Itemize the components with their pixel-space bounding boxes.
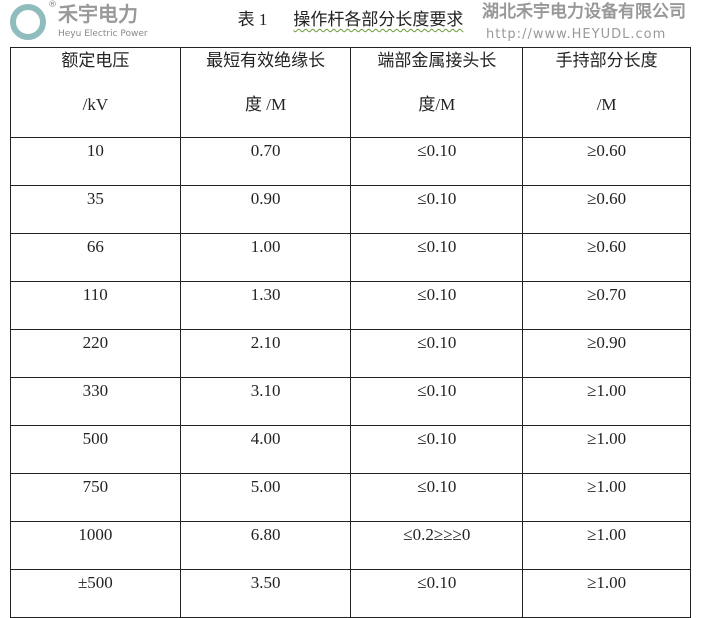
table-row: ±500 3.50 ≤0.10 ≥1.00 [10,569,691,618]
table-row: 35 0.90 ≤0.10 ≥0.60 [10,185,691,234]
cell-rated-voltage: 500 [10,425,181,474]
cell-end-metal-joint-length: ≤0.10 [350,425,524,474]
cell-rated-voltage: 66 [10,233,181,282]
table-number: 表 1 [237,10,268,29]
cell-rated-voltage: 1000 [10,521,181,570]
table-row: 10 0.70 ≤0.10 ≥0.60 [10,137,691,186]
cell-end-metal-joint-length: ≤0.10 [350,329,524,378]
cell-rated-voltage: ±500 [10,569,181,618]
cell-min-insulation-length: 1.00 [179,233,352,282]
cell-handle-length: ≥0.70 [522,281,691,330]
table-row: 220 2.10 ≤0.10 ≥0.90 [10,329,691,378]
cell-min-insulation-length: 0.70 [179,137,352,186]
cell-handle-length: ≥0.90 [522,329,691,378]
cell-handle-length: ≥1.00 [522,377,691,426]
table-row: 750 5.00 ≤0.10 ≥1.00 [10,473,691,522]
cell-end-metal-joint-length: ≤0.10 [350,281,524,330]
cell-rated-voltage: 10 [10,137,181,186]
cell-min-insulation-length: 4.00 [179,425,352,474]
cell-rated-voltage: 220 [10,329,181,378]
cell-min-insulation-length: 3.10 [179,377,352,426]
header-rated-voltage: 额定电压/kV [10,47,181,138]
cell-rated-voltage: 110 [10,281,181,330]
cell-min-insulation-length: 3.50 [179,569,352,618]
cell-handle-length: ≥0.60 [522,185,691,234]
header-handle-length: 手持部分长度/M [522,47,691,138]
cell-handle-length: ≥1.00 [522,425,691,474]
cell-end-metal-joint-length: ≤0.10 [350,185,524,234]
cell-end-metal-joint-length: ≤0.10 [350,473,524,522]
cell-handle-length: ≥0.60 [522,233,691,282]
table-row: 110 1.30 ≤0.10 ≥0.70 [10,281,691,330]
cell-handle-length: ≥0.60 [522,137,691,186]
cell-end-metal-joint-length: ≤0.10 [350,569,524,618]
cell-rated-voltage: 330 [10,377,181,426]
cell-rated-voltage: 750 [10,473,181,522]
cell-min-insulation-length: 6.80 [179,521,352,570]
cell-min-insulation-length: 1.30 [179,281,352,330]
cell-end-metal-joint-length: ≤0.2≥≥≥0 [350,521,524,570]
cell-handle-length: ≥1.00 [522,473,691,522]
table-title: 操作杆各部分长度要求 [293,10,464,29]
table-row: 66 1.00 ≤0.10 ≥0.60 [10,233,691,282]
cell-end-metal-joint-length: ≤0.10 [350,137,524,186]
cell-end-metal-joint-length: ≤0.10 [350,233,524,282]
table-row: 500 4.00 ≤0.10 ≥1.00 [10,425,691,474]
header-end-metal-joint-length: 端部金属接头长 度/M [350,47,524,138]
table-row: 1000 6.80 ≤0.2≥≥≥0 ≥1.00 [10,521,691,570]
cell-handle-length: ≥1.00 [522,521,691,570]
cell-min-insulation-length: 2.10 [179,329,352,378]
cell-min-insulation-length: 0.90 [179,185,352,234]
table-caption: 表 1 操作杆各部分长度要求 [0,5,701,30]
table-row: 330 3.10 ≤0.10 ≥1.00 [10,377,691,426]
cell-handle-length: ≥1.00 [522,569,691,618]
cell-end-metal-joint-length: ≤0.10 [350,377,524,426]
cell-rated-voltage: 35 [10,185,181,234]
table-header-row: 额定电压/kV 最短有效绝缘长度 /M 端部金属接头长 度/M 手持部分长度/M [10,47,691,138]
cell-min-insulation-length: 5.00 [179,473,352,522]
length-requirements-table: 额定电压/kV 最短有效绝缘长度 /M 端部金属接头长 度/M 手持部分长度/M … [10,47,691,618]
header-min-insulation-length: 最短有效绝缘长度 /M [179,47,352,138]
